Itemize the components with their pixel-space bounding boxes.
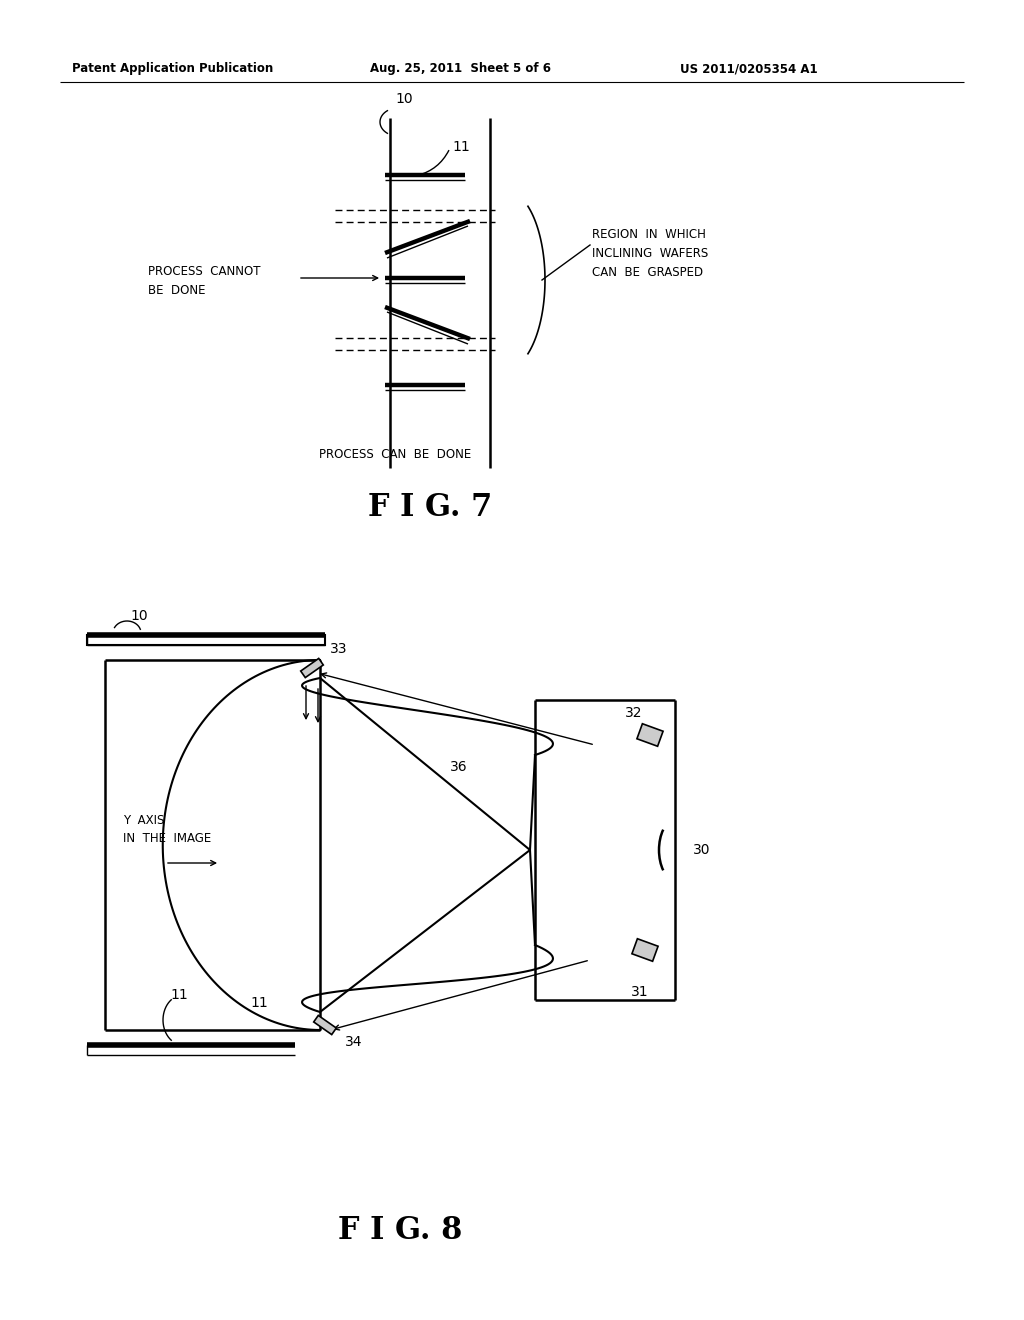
Text: 32: 32	[625, 706, 642, 719]
Text: US 2011/0205354 A1: US 2011/0205354 A1	[680, 62, 817, 75]
Polygon shape	[301, 659, 324, 677]
Text: 11: 11	[250, 997, 267, 1010]
Text: Patent Application Publication: Patent Application Publication	[72, 62, 273, 75]
Text: F I G. 7: F I G. 7	[368, 492, 493, 523]
Text: F I G. 8: F I G. 8	[338, 1214, 462, 1246]
Polygon shape	[313, 1015, 336, 1035]
Text: 11: 11	[452, 140, 470, 154]
FancyBboxPatch shape	[87, 635, 325, 645]
Text: Aug. 25, 2011  Sheet 5 of 6: Aug. 25, 2011 Sheet 5 of 6	[370, 62, 551, 75]
Text: 11: 11	[170, 987, 187, 1002]
Text: 30: 30	[693, 843, 711, 857]
Text: REGION  IN  WHICH
INCLINING  WAFERS
CAN  BE  GRASPED: REGION IN WHICH INCLINING WAFERS CAN BE …	[592, 228, 709, 279]
Text: 10: 10	[130, 609, 147, 623]
Text: Y  AXIS
IN  THE  IMAGE: Y AXIS IN THE IMAGE	[123, 814, 211, 846]
Text: 34: 34	[345, 1035, 362, 1049]
Text: 10: 10	[395, 92, 413, 106]
Polygon shape	[637, 723, 664, 746]
Polygon shape	[632, 939, 658, 961]
Text: 33: 33	[330, 642, 347, 656]
Text: 36: 36	[450, 760, 468, 774]
Text: 31: 31	[631, 985, 649, 999]
Text: PROCESS  CAN  BE  DONE: PROCESS CAN BE DONE	[318, 447, 471, 461]
Text: PROCESS  CANNOT
BE  DONE: PROCESS CANNOT BE DONE	[148, 265, 260, 297]
